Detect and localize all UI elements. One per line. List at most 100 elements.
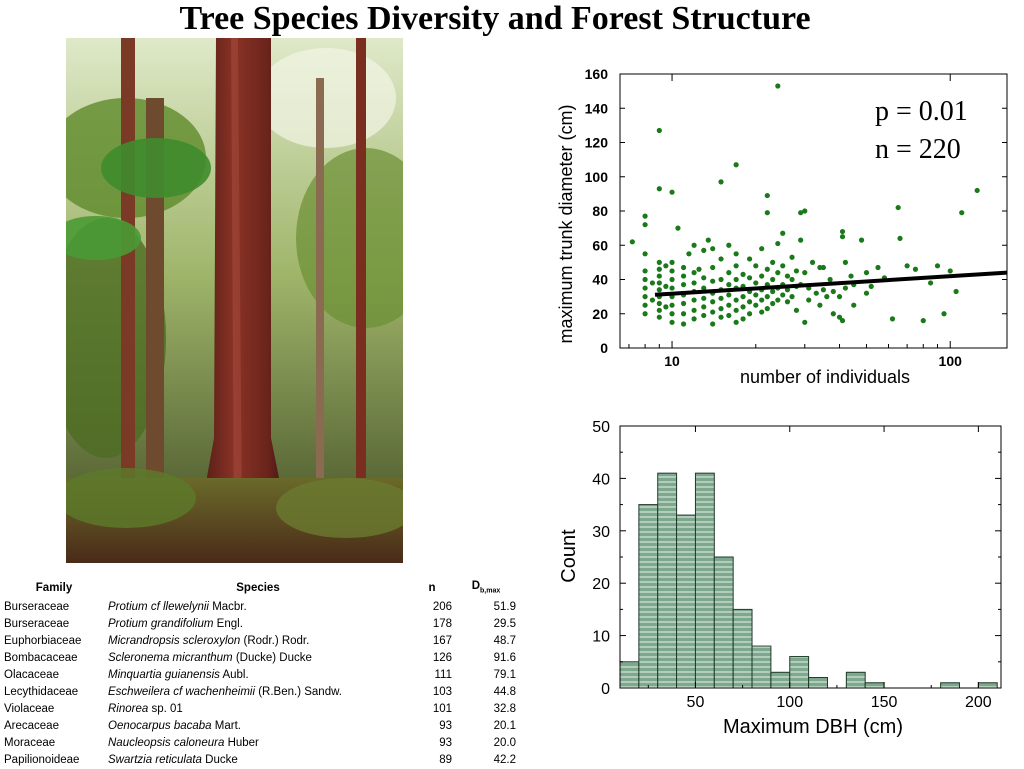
data-point [733,251,739,257]
data-point [953,288,959,295]
data-point [642,294,648,300]
species-name: Oenocarpus bacaba [108,720,212,733]
cell-species: Micrandropsis scleroxylon (Rodr.) Rodr. [106,633,410,650]
y-tick-label: 20 [592,306,608,322]
y-tick-label: 40 [592,272,608,288]
data-point [793,268,800,274]
data-point [726,292,732,298]
y-tick-label: 40 [592,471,610,488]
data-point [895,204,901,211]
histogram-bar [940,682,961,689]
rainforest-tree-photo [66,38,403,563]
data-point [710,278,716,284]
data-point [649,297,656,303]
data-point [959,210,965,216]
data-point [642,285,648,291]
data-point [775,240,781,247]
data-point [813,290,819,296]
data-point [764,192,770,199]
data-point [974,187,980,194]
cell-n: 178 [432,618,452,631]
data-point [686,251,692,257]
data-point [718,256,724,262]
x-tick-label: 200 [965,694,992,711]
header-species: Species [236,582,280,595]
cell-species: Swartzia reticulata Ducke [106,752,410,769]
y-tick-label: 50 [592,419,610,436]
cell-family: Papilionoideae [4,754,80,767]
data-point [669,276,675,283]
data-point [701,295,707,301]
table-row: Bombacaceae Scleronema micranthum (Ducke)… [2,650,518,667]
data-point [726,302,732,308]
data-point [669,285,675,291]
data-point [669,268,675,274]
data-point [733,297,739,303]
data-point [868,283,874,289]
cell-n: 89 [439,754,452,767]
data-point [746,311,753,317]
cell-dbmax: 42.2 [493,754,516,767]
data-point [680,273,687,279]
x-tick-label: 100 [939,353,963,369]
histogram-bar [638,504,659,689]
data-point [733,263,739,269]
data-point [656,127,662,134]
data-point [691,316,697,322]
table-row: Burseraceae Protium grandifolium Engl. 178… [2,616,518,633]
y-tick-label: 10 [592,629,610,646]
data-point [941,311,947,317]
species-name: Rinorea [108,703,149,716]
cell-dbmax: 79.1 [493,669,516,682]
histogram-bar [808,677,828,689]
cell-family: Burseraceae [4,618,70,631]
histogram-bar [657,472,678,689]
data-point [691,242,697,248]
species-name: Swartzia reticulata [108,754,202,767]
data-point [656,307,662,313]
data-point [858,237,865,243]
cell-species: Protium cf llewelynii Macbr. [106,599,410,616]
data-point [733,276,739,283]
data-point [680,264,687,271]
trend-line [654,270,1008,297]
data-point [863,290,870,296]
data-point [656,259,662,265]
cell-family: Bombacaceae [4,652,78,665]
data-point [827,276,833,283]
y-tick-label: 120 [585,135,609,151]
data-point [663,263,669,269]
data-point [642,251,648,257]
cell-n: 206 [432,601,452,614]
table-row: Papilionoideae Swartzia reticulata Ducke 8… [2,752,518,769]
scatter-chart: maximum trunk diameter (cm) number of in… [545,48,1015,398]
data-point [726,282,732,288]
data-point [830,311,836,317]
data-point [675,225,681,231]
species-author: Engl. [216,618,243,631]
cell-family: Burseraceae [4,601,70,614]
histogram-bar [845,671,866,689]
y-tick-label: 160 [585,66,609,82]
y-tick-label: 80 [592,203,608,219]
cell-family: Arecaceae [4,720,59,733]
cell-dbmax: 20.1 [493,720,516,733]
data-point [656,266,662,272]
data-point [770,288,776,295]
data-point [701,285,707,291]
annotation-n: n = 220 [875,134,961,165]
table-row: Euphorbiaceae Micrandropsis scleroxylon (… [2,633,518,650]
y-tick-label: 0 [601,681,610,698]
cell-family: Lecythidaceae [4,686,79,699]
data-point [701,275,707,281]
data-point [839,228,846,235]
data-point [947,268,953,274]
species-author: Huber [227,737,259,750]
data-point [802,319,808,325]
data-point [789,254,795,260]
table-row: Olacaceae Minquartia guianensis Aubl. 111 7… [2,667,518,684]
data-point [863,270,870,276]
species-name: Minquartia guianensis [108,669,220,682]
data-point [764,210,770,216]
data-point [927,280,934,286]
